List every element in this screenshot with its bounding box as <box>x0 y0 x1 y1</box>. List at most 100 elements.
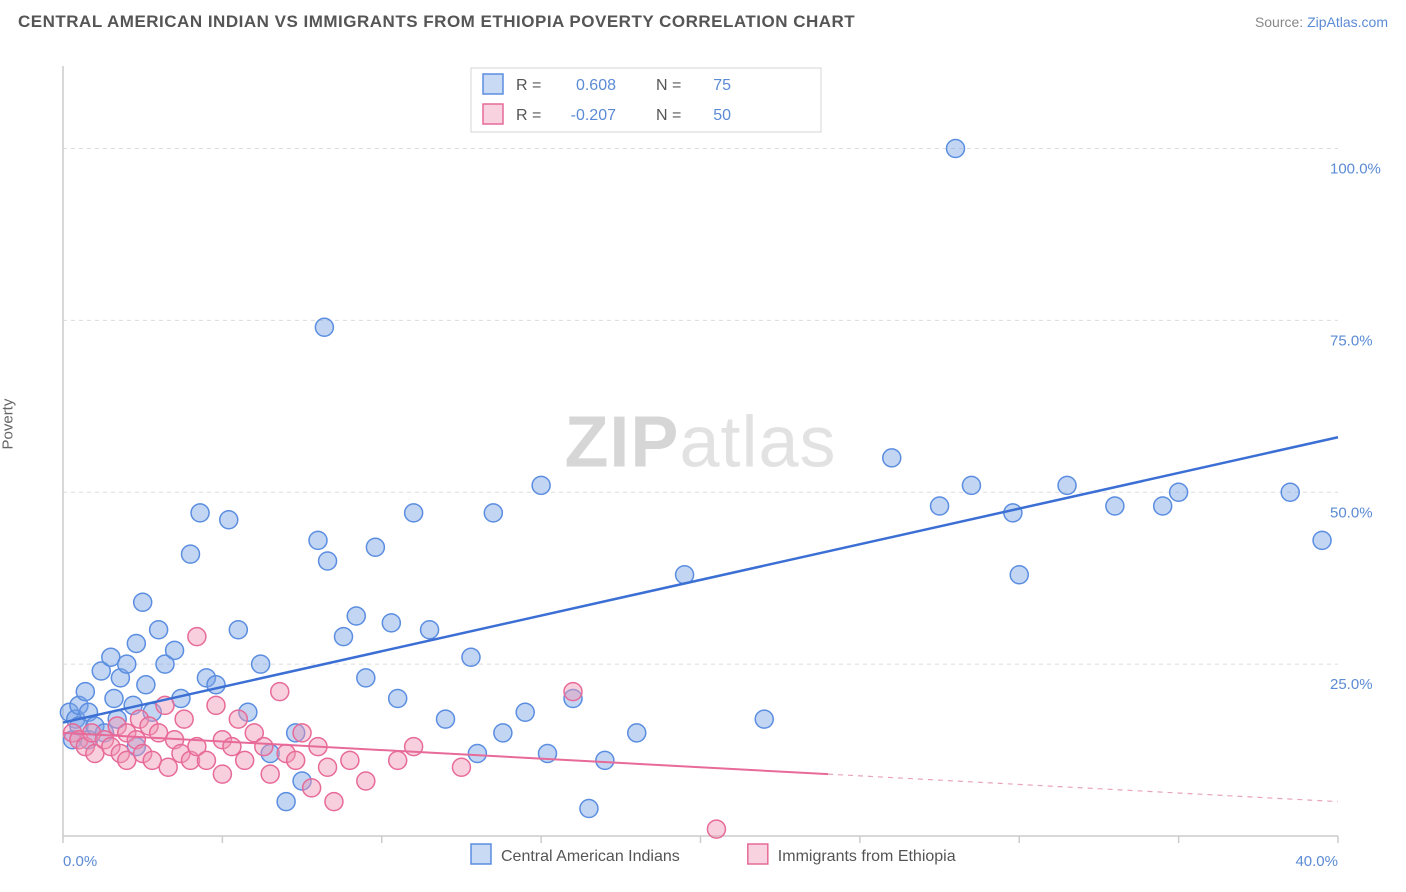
data-point <box>1170 483 1188 501</box>
data-point <box>347 607 365 625</box>
data-point <box>105 690 123 708</box>
data-point <box>357 669 375 687</box>
legend-r-label: R = <box>516 77 541 94</box>
data-point <box>437 710 455 728</box>
data-point <box>947 140 965 158</box>
legend-swatch <box>748 844 768 864</box>
legend-r-value: 0.608 <box>576 77 616 94</box>
data-point <box>150 621 168 639</box>
data-point <box>277 793 295 811</box>
data-point <box>1154 497 1172 515</box>
legend-series-label: Central American Indians <box>501 848 680 865</box>
legend-swatch <box>483 104 503 124</box>
data-point <box>325 793 343 811</box>
data-point <box>580 800 598 818</box>
watermark: ZIPatlas <box>564 402 836 482</box>
trend-line-extrapolated <box>828 774 1338 802</box>
chart-title: CENTRAL AMERICAN INDIAN VS IMMIGRANTS FR… <box>18 12 855 32</box>
data-point <box>1004 504 1022 522</box>
legend-n-label: N = <box>656 107 681 124</box>
data-point <box>191 504 209 522</box>
data-point <box>628 724 646 742</box>
data-point <box>1058 476 1076 494</box>
data-point <box>252 655 270 673</box>
data-point <box>197 751 215 769</box>
data-point <box>335 628 353 646</box>
data-point <box>1281 483 1299 501</box>
legend-swatch <box>483 74 503 94</box>
data-point <box>319 552 337 570</box>
legend-n-value: 50 <box>713 107 731 124</box>
data-point <box>175 710 193 728</box>
data-point <box>1106 497 1124 515</box>
y-tick-label: 100.0% <box>1330 161 1381 178</box>
data-point <box>159 758 177 776</box>
data-point <box>229 621 247 639</box>
legend-r-value: -0.207 <box>571 107 616 124</box>
data-point <box>462 648 480 666</box>
data-point <box>220 511 238 529</box>
data-point <box>127 635 145 653</box>
data-point <box>261 765 279 783</box>
data-point <box>1313 531 1331 549</box>
data-point <box>341 751 359 769</box>
y-axis-label: Poverty <box>0 399 17 450</box>
data-point <box>134 593 152 611</box>
data-point <box>213 765 231 783</box>
legend-n-label: N = <box>656 77 681 94</box>
data-point <box>405 504 423 522</box>
data-point <box>137 676 155 694</box>
data-point <box>755 710 773 728</box>
data-point <box>468 745 486 763</box>
data-point <box>118 655 136 673</box>
data-point <box>188 628 206 646</box>
data-point <box>76 683 94 701</box>
data-point <box>452 758 470 776</box>
data-point <box>1010 566 1028 584</box>
x-tick-label: 40.0% <box>1295 853 1338 870</box>
data-point <box>516 703 534 721</box>
y-tick-label: 75.0% <box>1330 332 1373 349</box>
data-point <box>182 545 200 563</box>
data-point <box>303 779 321 797</box>
data-point <box>309 531 327 549</box>
data-point <box>293 724 311 742</box>
source-link[interactable]: ZipAtlas.com <box>1307 14 1388 30</box>
data-point <box>389 751 407 769</box>
data-point <box>494 724 512 742</box>
x-tick-label: 0.0% <box>63 853 97 870</box>
source-prefix: Source: <box>1255 14 1307 30</box>
data-point <box>357 772 375 790</box>
data-point <box>707 820 725 838</box>
data-point <box>382 614 400 632</box>
scatter-chart: 25.0% 50.0% 75.0% 100.0% ZIPatlas 0.0% 40.0% R … <box>18 48 1388 874</box>
data-point <box>223 738 241 756</box>
data-point <box>596 751 614 769</box>
data-point <box>319 758 337 776</box>
chart-area: Poverty 25.0%50.0%75.0%100.0%ZIPatlas0.0… <box>18 48 1388 874</box>
legend-r-label: R = <box>516 107 541 124</box>
data-point <box>421 621 439 639</box>
data-point <box>532 476 550 494</box>
data-point <box>962 476 980 494</box>
data-point <box>271 683 289 701</box>
legend-series-label: Immigrants from Ethiopia <box>778 848 956 865</box>
data-point <box>366 538 384 556</box>
source-attribution: Source: ZipAtlas.com <box>1255 14 1388 30</box>
legend-swatch <box>471 844 491 864</box>
data-point <box>207 676 225 694</box>
data-point <box>287 751 305 769</box>
data-point <box>931 497 949 515</box>
data-point <box>564 683 582 701</box>
data-point <box>484 504 502 522</box>
data-point <box>207 696 225 714</box>
y-tick-label: 50.0% <box>1330 504 1373 521</box>
legend-n-value: 75 <box>713 77 731 94</box>
data-point <box>166 641 184 659</box>
data-point <box>389 690 407 708</box>
data-point <box>229 710 247 728</box>
data-point <box>236 751 254 769</box>
y-tick-label: 25.0% <box>1330 676 1373 693</box>
data-point <box>883 449 901 467</box>
data-point <box>315 318 333 336</box>
